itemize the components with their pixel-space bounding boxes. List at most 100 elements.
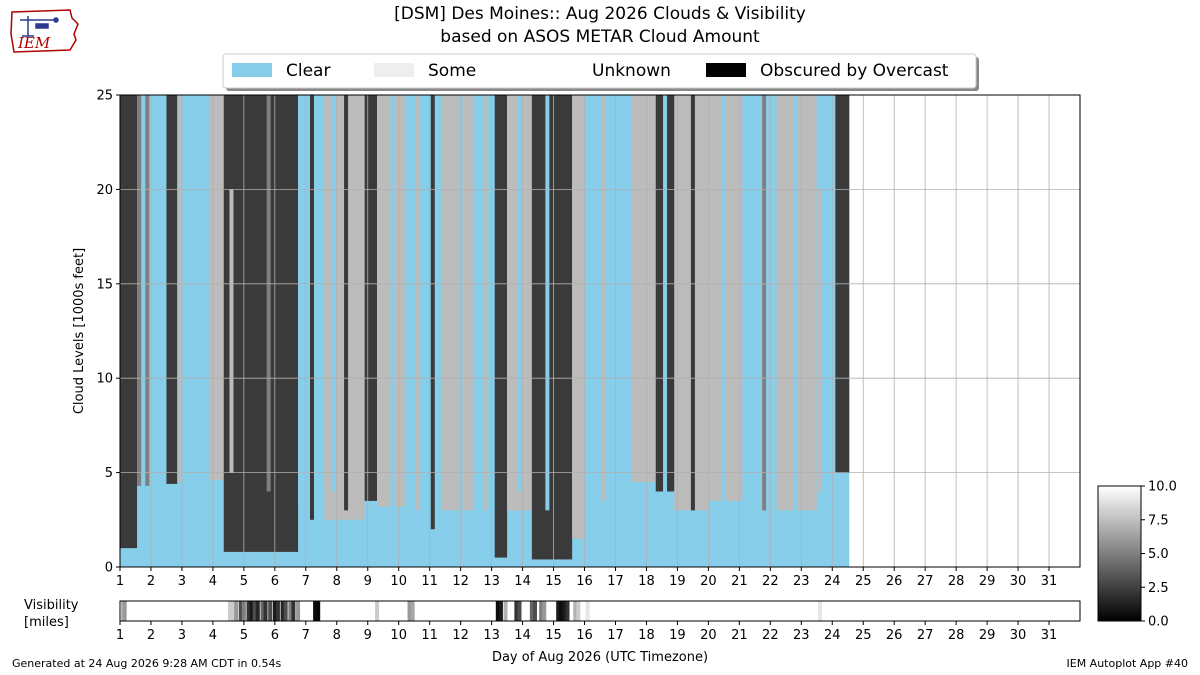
vis-x-tick-label: 22 [762,628,779,643]
cloud-layer-spike [331,95,336,492]
visibility-label-line1: Visibility [24,598,79,613]
cloud-layer-spike [178,95,183,483]
vis-x-tick-label: 11 [421,628,438,643]
vis-x-tick-label: 3 [178,628,186,643]
cloud-layer-bar [364,95,378,501]
cloud-layer-spike [793,95,798,511]
vis-x-tick-label: 26 [886,628,903,643]
x-tick-label: 28 [948,574,965,589]
cloud-layer-bar [177,95,210,492]
vis-x-tick-label: 12 [452,628,469,643]
visibility-cell [556,601,561,621]
vis-x-tick-label: 14 [514,628,531,643]
x-tick-label: 17 [607,574,624,589]
cloud-layer-spike [344,95,349,511]
generated-timestamp: Generated at 24 Aug 2026 9:28 AM CDT in … [12,657,282,670]
cloud-layer-spike [601,95,606,501]
vis-x-tick-label: 27 [917,628,934,643]
app-label: IEM Autoplot App #40 [1066,657,1189,670]
visibility-cell [288,601,293,621]
x-tick-label: 13 [483,574,500,589]
visibility-cell [495,601,500,621]
visibility-cell [576,601,581,621]
x-tick-label: 8 [333,574,341,589]
vis-x-tick-label: 24 [824,628,841,643]
x-tick-label: 10 [390,574,407,589]
x-tick-label: 29 [979,574,996,589]
x-tick-label: 19 [669,574,686,589]
x-tick-label: 20 [700,574,717,589]
cloud-layer-bar [120,95,138,549]
chart-legend: Clear Some Unknown Obscured by Overcast [222,53,979,91]
x-tick-label: 1 [116,574,124,589]
cloud-layer-bar [149,95,167,488]
visibility-cell [573,601,578,621]
visibility-cell [517,601,522,621]
cloud-layer-bar [166,95,178,484]
x-tick-label: 31 [1041,574,1058,589]
legend-swatch [232,63,272,77]
iem-logo-text: IEM [17,34,51,52]
cloud-layer-spike [483,95,488,511]
y-tick-label: 5 [105,466,113,481]
x-tick-label: 30 [1010,574,1027,589]
y-tick-label: 10 [96,372,113,387]
x-tick-label: 24 [824,574,841,589]
cloud-layer-spike [415,95,420,511]
vis-x-tick-label: 30 [1010,628,1027,643]
legend-label: Obscured by Overcast [760,61,949,81]
x-tick-label: 6 [271,574,279,589]
x-tick-label: 9 [364,574,372,589]
visibility-cell [503,601,508,621]
legend-swatch [706,63,746,77]
x-tick-label: 3 [178,574,186,589]
colorbar-tick-label: 10.0 [1148,480,1177,495]
x-tick-label: 25 [855,574,872,589]
iem-logo: IEM [10,9,79,53]
visibility-cell [249,601,254,621]
y-tick-label: 15 [96,277,113,292]
weather-station-icon [20,16,59,37]
vis-x-tick-label: 13 [483,628,500,643]
visibility-frame [119,600,1081,622]
vis-x-tick-label: 15 [545,628,562,643]
cloud-layer-spike [663,95,668,511]
visibility-cell [529,601,534,621]
vis-x-tick-label: 29 [979,628,996,643]
x-tick-label: 27 [917,574,934,589]
visibility-cell [272,601,277,621]
x-axis-label: Day of Aug 2026 (UTC Timezone) [492,650,708,665]
visibility-label-line2: [miles] [24,615,69,630]
visibility-cell [514,601,519,621]
visibility-colorbar: 0.0 2.5 5.0 7.5 10.0 [1097,480,1177,630]
visibility-cell [122,601,127,621]
visibility-cell [542,601,547,621]
x-tick-label: 11 [421,574,438,589]
visibility-cell [498,601,503,621]
vis-x-tick-label: 2 [147,628,155,643]
x-tick-label: 2 [147,574,155,589]
x-tick-label: 4 [209,574,217,589]
x-tick-label: 12 [452,574,469,589]
chart-title-line2: based on ASOS METAR Cloud Amount [440,27,760,47]
visibility-cell [817,601,822,621]
vis-x-tick-label: 25 [855,628,872,643]
cloud-layer-bar [494,95,508,558]
colorbar-tick-label: 5.0 [1148,547,1169,562]
visibility-cell [532,601,537,621]
cloud-layer-spike [430,95,435,530]
visibility-cell [246,601,251,621]
y-tick-label: 20 [96,183,113,198]
visibility-cell [410,601,415,621]
x-tick-label: 21 [731,574,748,589]
visibility-cell [565,601,570,621]
cloud-layer-bar [404,95,443,492]
visibility-cell [260,601,265,621]
cloud-layer-bar [742,95,777,483]
x-tick-label: 22 [762,574,779,589]
vis-x-tick-label: 19 [669,628,686,643]
legend-label: Clear [286,61,330,81]
vis-x-tick-label: 31 [1041,628,1058,643]
vis-x-tick-label: 28 [948,628,965,643]
